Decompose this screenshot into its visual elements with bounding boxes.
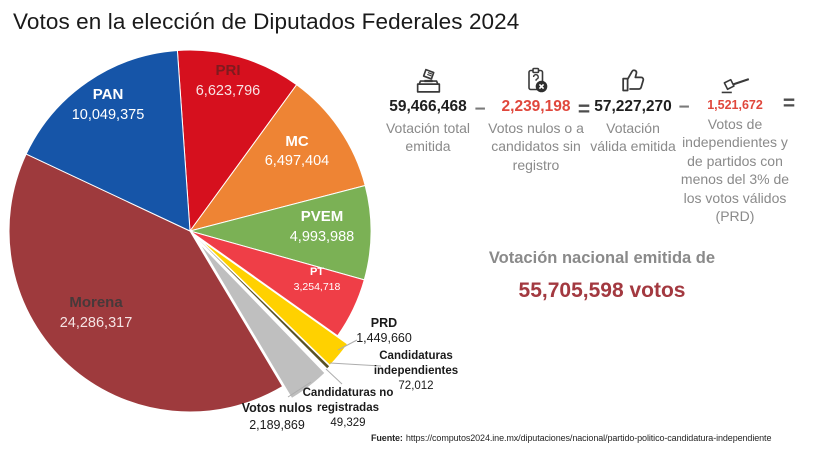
pie-slice-prd [199,238,349,367]
total-votes-value: 59,466,468 [389,98,467,115]
equation-term-valida: 57,227,270 Votación válida emitida [590,62,676,156]
pie-label-value-pt: 3,254,718 [294,281,341,293]
equation-term-total: 59,466,468 Votación total emitida [378,62,478,156]
equation-term-nulos: 2,239,198 Votos nulos o a candidatos sin… [487,62,585,174]
pie-slice-pvem [188,184,372,281]
pie-label-name-pan: PAN [93,86,124,103]
equals-operator: = [577,98,591,121]
total-votes-label: Votación total emitida [385,120,471,155]
pie-label-name-pvem: PVEM [301,208,344,225]
pie-leader-line-0 [337,339,358,351]
equation-term-independientes: 1,521,672 Votos de independientes y de p… [678,62,792,226]
source-note: Fuente: https://computos2024.ine.mx/diput… [371,433,771,443]
pie-slice-pt [189,230,365,337]
pie-slice-candidaturas-independientes [199,240,330,369]
source-url: https://computos2024.ine.mx/diputaciones… [405,433,772,443]
pie-label-name-pri: PRI [215,62,240,79]
ballot-box-icon [378,62,478,96]
pie-slice-morena [8,153,284,413]
pie-callout-value-candidaturas-no-registradas: 49,329 [330,417,365,429]
null-votes-value: 2,239,198 [501,98,571,115]
pie-label-value-pri: 6,623,796 [196,83,261,99]
result-lead-text: Votación nacional emitida de [488,249,716,267]
pie-callout-name-votos-nulos: Votos nulos [242,401,313,415]
pie-callout-value-prd: 1,449,660 [356,331,412,345]
pie-callout-name-candidaturas-independientes: independientes [374,365,458,377]
pie-slice-pan [25,49,191,232]
page-title: Votos en la elección de Diputados Federa… [13,9,520,34]
pie-leader-line-2 [325,368,343,385]
pie-leader-line-1 [329,362,382,367]
gavel-icon [678,62,792,96]
pie-callout-name-candidaturas-no-registradas: registradas [317,402,379,414]
pie-label-value-mc: 6,497,404 [265,153,330,169]
pie-callout-value-votos-nulos: 2,189,869 [249,418,305,432]
pie-label-value-pan: 10,049,375 [72,107,145,123]
source-label: Fuente: [371,433,403,443]
pie-label-name-morena: Morena [69,294,123,311]
pie-slice-candidaturas-no-registradas [199,240,327,371]
pie-slice-pri [176,49,298,233]
valid-votes-label: Votación válida emitida [590,120,676,155]
pie-leader-line-3 [287,381,312,398]
independent-votes-value: 1,521,672 [707,98,763,112]
pie-label-name-pt: PT [310,266,324,278]
pie-label-value-morena: 24,286,317 [60,315,133,331]
pie-callout-name-candidaturas-independientes: Candidaturas [379,350,453,362]
thumbs-up-icon [590,62,676,96]
pie-label-name-mc: MC [285,133,308,150]
valid-votes-value: 57,227,270 [594,98,672,115]
pie-callout-name-candidaturas-no-registradas: Candidaturas no [303,387,394,399]
minus-operator: − [678,97,690,118]
national-vote-result: Votación nacional emitida de 55,705,598 … [462,247,742,303]
result-total-votes: 55,705,598 votos [518,278,686,302]
pie-callout-name-prd: PRD [371,316,397,330]
pie-slice-mc [188,84,366,232]
null-vote-icon [487,62,585,96]
null-votes-label: Votos nulos o a candidatos sin registro [488,120,584,173]
pie-slice-votos-nulos [198,242,326,400]
equals-operator: = [782,92,796,115]
minus-operator: − [474,99,486,120]
pie-callout-value-candidaturas-independientes: 72,012 [398,380,433,392]
pie-label-value-pvem: 4,993,988 [290,229,355,245]
independent-votes-label: Votos de independientes y de partidos co… [680,116,790,225]
